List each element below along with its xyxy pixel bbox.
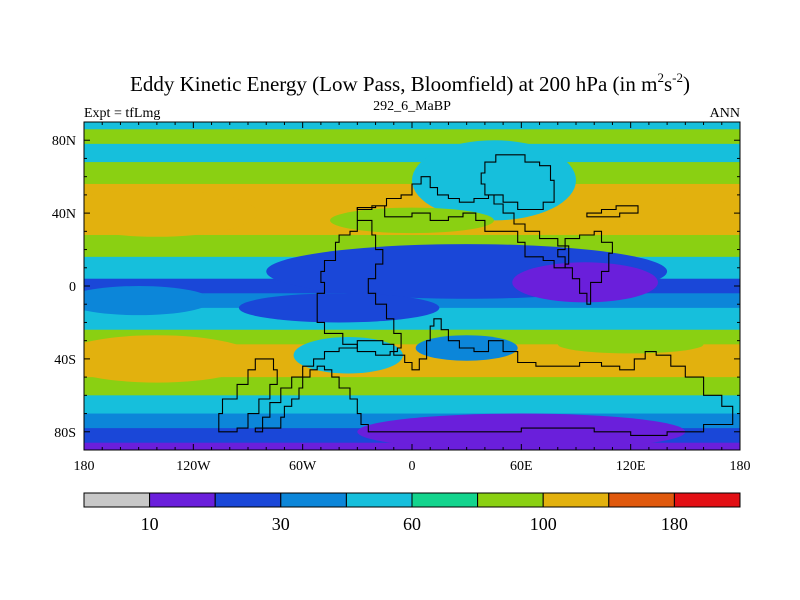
colorbar-label-0: 10 bbox=[141, 514, 159, 534]
map-field bbox=[84, 122, 740, 450]
colorbar-box-8 bbox=[608, 492, 675, 508]
field-feature-5 bbox=[512, 262, 658, 303]
continent-outline-0 bbox=[356, 154, 570, 269]
continent-outline-3 bbox=[557, 230, 613, 305]
field-feature-0 bbox=[84, 189, 258, 237]
x-tick-label-6: 180 bbox=[730, 459, 751, 474]
colorbar: 10 30 60 100 180 bbox=[83, 492, 741, 534]
colorbar-box-7 bbox=[542, 492, 610, 508]
x-tick-label-5: 120E bbox=[616, 459, 646, 474]
field-feature-7 bbox=[84, 286, 212, 316]
colorbar-box-9 bbox=[673, 492, 741, 508]
continent-outline-4 bbox=[586, 205, 639, 218]
y-tick-label-4: 80S bbox=[54, 426, 76, 441]
field-feature-2 bbox=[621, 198, 740, 235]
x-tick-label-3: 0 bbox=[409, 459, 416, 474]
continent-outline-2 bbox=[254, 318, 734, 436]
colorbar-box-0 bbox=[83, 492, 151, 508]
regional-features bbox=[84, 140, 740, 450]
experiment-label: Expt = tfLmg bbox=[84, 106, 160, 121]
chart-title: Eddy Kinetic Energy (Low Pass, Bloomfiel… bbox=[130, 70, 690, 96]
y-axis: 80N 40N 0 40S 80S bbox=[52, 121, 740, 451]
y-tick-label-0: 80N bbox=[52, 134, 76, 149]
colorbar-label-4: 180 bbox=[661, 514, 688, 534]
colorbar-box-4 bbox=[345, 492, 413, 508]
colorbar-box-6 bbox=[477, 492, 544, 508]
colorbar-box-5 bbox=[411, 492, 479, 508]
continent-outline-1 bbox=[316, 207, 402, 356]
colorbar-box-2 bbox=[214, 492, 282, 508]
zonal-band-13 bbox=[84, 395, 740, 415]
x-tick-label-2: 60W bbox=[289, 459, 317, 474]
field-feature-1 bbox=[412, 140, 576, 221]
continent-outlines bbox=[218, 154, 734, 436]
x-tick-label-0: 180 bbox=[74, 459, 95, 474]
colorbar-label-1: 30 bbox=[272, 514, 290, 534]
colorbar-box-3 bbox=[280, 492, 347, 508]
continent-outline-5 bbox=[218, 358, 278, 433]
season-label: ANN bbox=[710, 106, 740, 121]
field-feature-3 bbox=[330, 207, 494, 234]
zonal-band-2 bbox=[84, 143, 740, 163]
x-axis: 180 120W 60W 0 60E 120E 180 bbox=[74, 122, 751, 474]
field-feature-10 bbox=[557, 335, 704, 354]
field-feature-11 bbox=[84, 335, 258, 383]
y-tick-label-1: 40N bbox=[52, 207, 76, 222]
field-feature-8 bbox=[293, 337, 403, 374]
x-tick-label-1: 120W bbox=[176, 459, 211, 474]
zonal-band-1 bbox=[84, 129, 740, 145]
zonal-band-3 bbox=[84, 162, 740, 185]
colorbar-label-3: 100 bbox=[530, 514, 557, 534]
y-tick-label-3: 40S bbox=[54, 353, 76, 368]
x-tick-label-4: 60E bbox=[510, 459, 533, 474]
colorbar-label-2: 60 bbox=[403, 514, 421, 534]
y-tick-label-2: 0 bbox=[69, 280, 76, 295]
case-label: 292_6_MaBP bbox=[373, 99, 451, 114]
colorbar-box-1 bbox=[149, 492, 216, 508]
field-feature-6 bbox=[238, 293, 440, 323]
